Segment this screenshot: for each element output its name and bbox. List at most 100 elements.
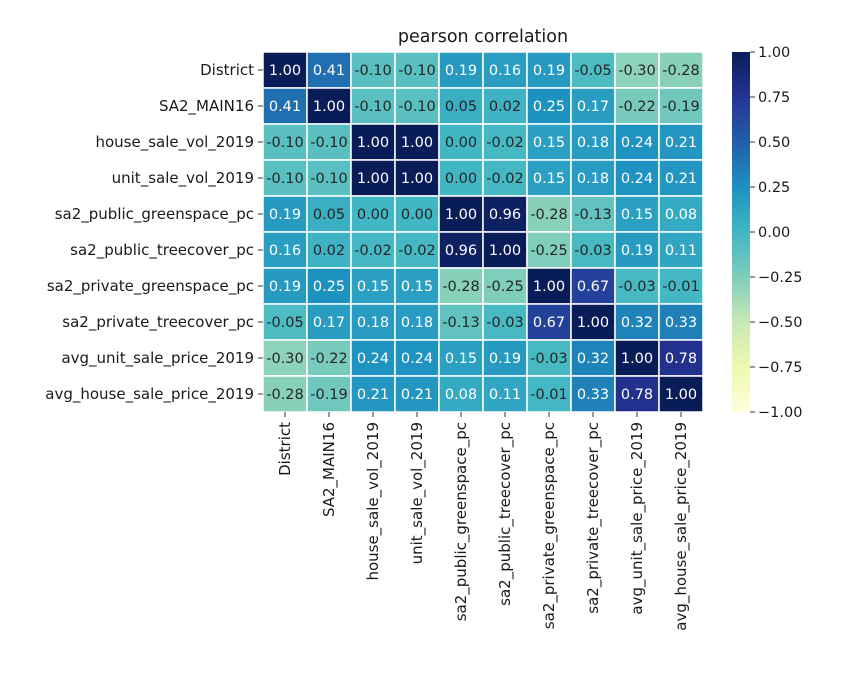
heatmap-cell bbox=[526, 87, 572, 125]
heatmap-cell bbox=[658, 87, 704, 125]
heatmap-cell bbox=[306, 339, 352, 377]
cell-value-label: 0.02 bbox=[313, 243, 345, 259]
cell-value-label: -0.25 bbox=[486, 279, 524, 295]
cell-value-label: 0.21 bbox=[665, 135, 697, 151]
cell-value-label: -0.03 bbox=[618, 279, 656, 295]
cell-value-label: 0.18 bbox=[401, 315, 433, 331]
heatmap-cell bbox=[658, 195, 704, 233]
colorbar-tick-label: −1.00 bbox=[758, 405, 802, 421]
colorbar-tick-label: −0.50 bbox=[758, 315, 802, 331]
cell-value-label: -0.10 bbox=[310, 135, 348, 151]
heatmap-cell bbox=[482, 87, 528, 125]
y-tick-label: house_sale_vol_2019 bbox=[95, 133, 254, 152]
cell-value-label: 0.21 bbox=[665, 171, 697, 187]
heatmap-cell bbox=[614, 195, 660, 233]
heatmap-cell bbox=[394, 87, 440, 125]
y-tick-label: sa2_public_greenspace_pc bbox=[55, 205, 254, 224]
heatmap-cell bbox=[658, 303, 704, 341]
cell-value-label: 0.18 bbox=[577, 135, 609, 151]
heatmap-cell bbox=[570, 303, 616, 341]
cell-value-label: 0.19 bbox=[621, 243, 653, 259]
cell-value-label: 0.02 bbox=[489, 99, 521, 115]
colorbar-gradient bbox=[732, 52, 750, 412]
cell-value-label: 1.00 bbox=[489, 243, 521, 259]
cell-value-label: 0.16 bbox=[489, 63, 521, 79]
cell-value-label: 1.00 bbox=[665, 387, 697, 403]
cell-value-label: -0.30 bbox=[618, 63, 656, 79]
cell-value-label: -0.19 bbox=[310, 387, 348, 403]
cell-value-label: -0.03 bbox=[486, 315, 524, 331]
heatmap-cells: 1.00 0.41 -0.10 -0.10 0.19 0.16 0.19 -0.05 -0.30… bbox=[262, 51, 704, 413]
cell-value-label: 1.00 bbox=[313, 99, 345, 115]
x-tick-label: unit_sale_vol_2019 bbox=[408, 422, 427, 564]
cell-value-label: -0.28 bbox=[530, 207, 568, 223]
cell-value-label: 1.00 bbox=[357, 171, 389, 187]
x-tick-label: sa2_private_treecover_pc bbox=[584, 422, 603, 614]
heatmap-cell bbox=[482, 159, 528, 197]
heatmap-cell bbox=[526, 375, 572, 413]
cell-value-label: -0.10 bbox=[266, 171, 304, 187]
cell-value-label: 0.19 bbox=[269, 207, 301, 223]
heatmap-cell bbox=[306, 303, 352, 341]
cell-value-label: -0.13 bbox=[574, 207, 612, 223]
cell-value-label: 0.41 bbox=[313, 63, 345, 79]
heatmap-cell bbox=[350, 303, 396, 341]
cell-value-label: -0.10 bbox=[398, 63, 436, 79]
cell-value-label: -0.02 bbox=[486, 171, 524, 187]
heatmap-cell bbox=[526, 159, 572, 197]
cell-value-label: 0.15 bbox=[533, 135, 565, 151]
cell-value-label: 0.96 bbox=[445, 243, 477, 259]
heatmap-cell bbox=[262, 231, 308, 269]
cell-value-label: 0.24 bbox=[621, 135, 653, 151]
cell-value-label: 1.00 bbox=[401, 135, 433, 151]
x-axis-labels: District SA2_MAIN16 house_sale_vol_2019 uni… bbox=[276, 412, 691, 631]
heatmap-cell bbox=[526, 123, 572, 161]
cell-value-label: 1.00 bbox=[269, 63, 301, 79]
cell-value-label: 0.15 bbox=[621, 207, 653, 223]
colorbar-tick-label: −0.25 bbox=[758, 270, 802, 286]
x-tick-label: sa2_public_greenspace_pc bbox=[452, 422, 471, 621]
cell-value-label: 1.00 bbox=[577, 315, 609, 331]
y-tick-label: sa2_public_treecover_pc bbox=[70, 241, 254, 260]
heatmap-cell bbox=[570, 375, 616, 413]
y-tick-label: unit_sale_vol_2019 bbox=[112, 169, 254, 188]
cell-value-label: 0.08 bbox=[665, 207, 697, 223]
colorbar-tick-label: −0.75 bbox=[758, 360, 802, 376]
x-tick-label: sa2_private_greenspace_pc bbox=[540, 422, 559, 629]
cell-value-label: 0.19 bbox=[533, 63, 565, 79]
heatmap-cell bbox=[350, 123, 396, 161]
heatmap-cell bbox=[570, 339, 616, 377]
colorbar-tick-label: 0.75 bbox=[758, 90, 790, 106]
heatmap-cell bbox=[658, 51, 704, 89]
heatmap-cell bbox=[614, 339, 660, 377]
cell-value-label: 0.19 bbox=[445, 63, 477, 79]
heatmap-cell bbox=[262, 267, 308, 305]
cell-value-label: 0.00 bbox=[357, 207, 389, 223]
cell-value-label: 0.78 bbox=[621, 387, 653, 403]
cell-value-label: -0.02 bbox=[486, 135, 524, 151]
heatmap-cell bbox=[482, 375, 528, 413]
heatmap-cell bbox=[482, 231, 528, 269]
cell-value-label: 0.21 bbox=[357, 387, 389, 403]
cell-value-label: 0.25 bbox=[533, 99, 565, 115]
heatmap-cell bbox=[658, 123, 704, 161]
cell-value-label: -0.01 bbox=[530, 387, 568, 403]
cell-value-label: -0.22 bbox=[618, 99, 656, 115]
heatmap-cell bbox=[658, 375, 704, 413]
y-tick-label: sa2_private_treecover_pc bbox=[62, 313, 254, 332]
heatmap-cell bbox=[526, 339, 572, 377]
heatmap-cell bbox=[482, 267, 528, 305]
cell-value-label: 1.00 bbox=[445, 207, 477, 223]
heatmap-cell bbox=[658, 339, 704, 377]
x-tick-label: District bbox=[276, 422, 294, 476]
cell-value-label: 0.24 bbox=[621, 171, 653, 187]
cell-value-label: -0.01 bbox=[662, 279, 700, 295]
y-tick-label: avg_unit_sale_price_2019 bbox=[61, 349, 254, 368]
cell-value-label: 0.00 bbox=[445, 135, 477, 151]
heatmap-cell bbox=[614, 123, 660, 161]
y-axis-labels: District SA2_MAIN16 house_sale_vol_2019uni… bbox=[45, 61, 263, 404]
x-tick-label: avg_unit_sale_price_2019 bbox=[628, 422, 647, 615]
cell-value-label: 0.15 bbox=[533, 171, 565, 187]
cell-value-label: -0.05 bbox=[266, 315, 304, 331]
